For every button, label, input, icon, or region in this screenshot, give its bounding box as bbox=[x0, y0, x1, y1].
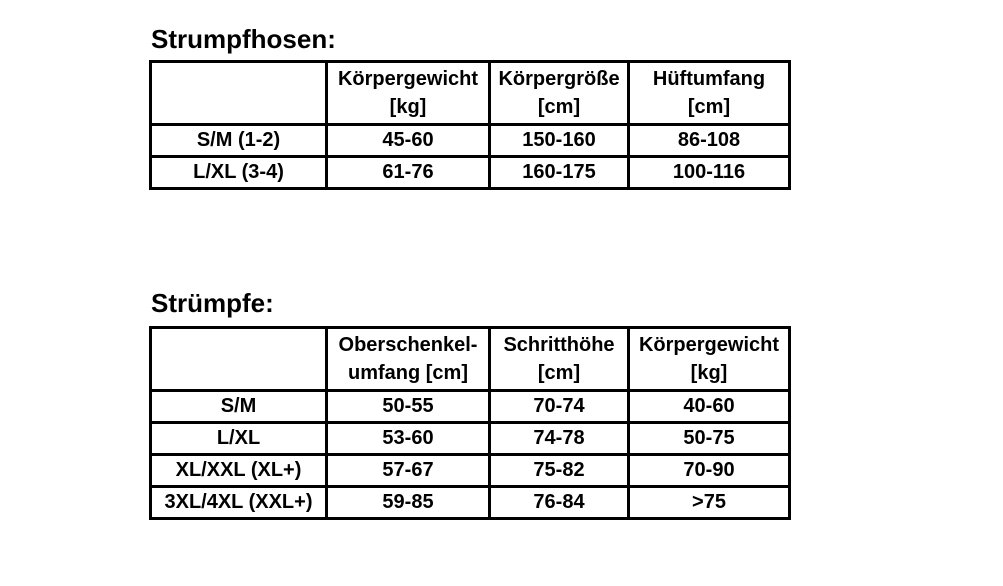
strumpfhosen-header-blank bbox=[149, 60, 328, 126]
struempfe-title: Strümpfe: bbox=[151, 288, 274, 318]
cell-value: >75 bbox=[627, 485, 791, 520]
strumpfhosen-header-row: Körpergewicht [kg] Körpergröße [cm] Hüft… bbox=[149, 60, 791, 126]
header-line1: Oberschenkel- bbox=[338, 334, 478, 356]
header-line1: Körpergewicht bbox=[337, 68, 479, 90]
header-line2: [kg] bbox=[690, 362, 728, 384]
cell-value: 50-55 bbox=[325, 389, 491, 424]
header-line1: Hüftumfang bbox=[652, 68, 766, 90]
row-label: L/XL bbox=[149, 421, 328, 456]
struempfe-header-blank bbox=[149, 326, 328, 392]
cell-value: 40-60 bbox=[627, 389, 791, 424]
row-label: S/M bbox=[149, 389, 328, 424]
size-chart-page: Strumpfhosen: Körpergewicht [kg] Körperg… bbox=[149, 0, 791, 520]
row-label: 3XL/4XL (XXL+) bbox=[149, 485, 328, 520]
struempfe-header-oberschenkelumfang: Oberschenkel- umfang [cm] bbox=[325, 326, 491, 392]
struempfe-header-row: Oberschenkel- umfang [cm] Schritthöhe [c… bbox=[149, 326, 791, 392]
cell-value: 45-60 bbox=[325, 123, 491, 158]
row-label: XL/XXL (XL+) bbox=[149, 453, 328, 488]
cell-value: 53-60 bbox=[325, 421, 491, 456]
header-line2: [cm] bbox=[537, 362, 581, 384]
row-label: L/XL (3-4) bbox=[149, 155, 328, 190]
cell-value: 100-116 bbox=[627, 155, 791, 190]
table-row: 3XL/4XL (XXL+) 59-85 76-84 >75 bbox=[149, 485, 791, 520]
struempfe-table: Oberschenkel- umfang [cm] Schritthöhe [c… bbox=[149, 326, 791, 520]
strumpfhosen-header-hueftumfang: Hüftumfang [cm] bbox=[627, 60, 791, 126]
table-row: S/M (1-2) 45-60 150-160 86-108 bbox=[149, 123, 791, 158]
cell-value: 61-76 bbox=[325, 155, 491, 190]
header-line2: [cm] bbox=[537, 96, 581, 118]
table-row: L/XL 53-60 74-78 50-75 bbox=[149, 421, 791, 456]
header-line1: Körpergewicht bbox=[638, 334, 780, 356]
strumpfhosen-title: Strumpfhosen: bbox=[151, 24, 336, 54]
header-line2: umfang [cm] bbox=[348, 362, 468, 384]
cell-value: 75-82 bbox=[488, 453, 630, 488]
cell-value: 50-75 bbox=[627, 421, 791, 456]
cell-value: 74-78 bbox=[488, 421, 630, 456]
cell-value: 57-67 bbox=[325, 453, 491, 488]
table-row: S/M 50-55 70-74 40-60 bbox=[149, 389, 791, 424]
cell-value: 150-160 bbox=[488, 123, 630, 158]
cell-value: 59-85 bbox=[325, 485, 491, 520]
struempfe-header-schritthoehe: Schritthöhe [cm] bbox=[488, 326, 630, 392]
strumpfhosen-header-koerpergroesse: Körpergröße [cm] bbox=[488, 60, 630, 126]
strumpfhosen-header-koerpergewicht: Körpergewicht [kg] bbox=[325, 60, 491, 126]
cell-value: 70-90 bbox=[627, 453, 791, 488]
table-row: L/XL (3-4) 61-76 160-175 100-116 bbox=[149, 155, 791, 190]
table-row: XL/XXL (XL+) 57-67 75-82 70-90 bbox=[149, 453, 791, 488]
cell-value: 70-74 bbox=[488, 389, 630, 424]
struempfe-header-koerpergewicht: Körpergewicht [kg] bbox=[627, 326, 791, 392]
header-line2: [cm] bbox=[687, 96, 731, 118]
cell-value: 86-108 bbox=[627, 123, 791, 158]
header-line2: [kg] bbox=[389, 96, 427, 118]
row-label: S/M (1-2) bbox=[149, 123, 328, 158]
cell-value: 76-84 bbox=[488, 485, 630, 520]
header-line1: Körpergröße bbox=[498, 68, 620, 90]
cell-value: 160-175 bbox=[488, 155, 630, 190]
strumpfhosen-table: Körpergewicht [kg] Körpergröße [cm] Hüft… bbox=[149, 60, 791, 190]
header-line1: Schritthöhe bbox=[503, 334, 615, 356]
